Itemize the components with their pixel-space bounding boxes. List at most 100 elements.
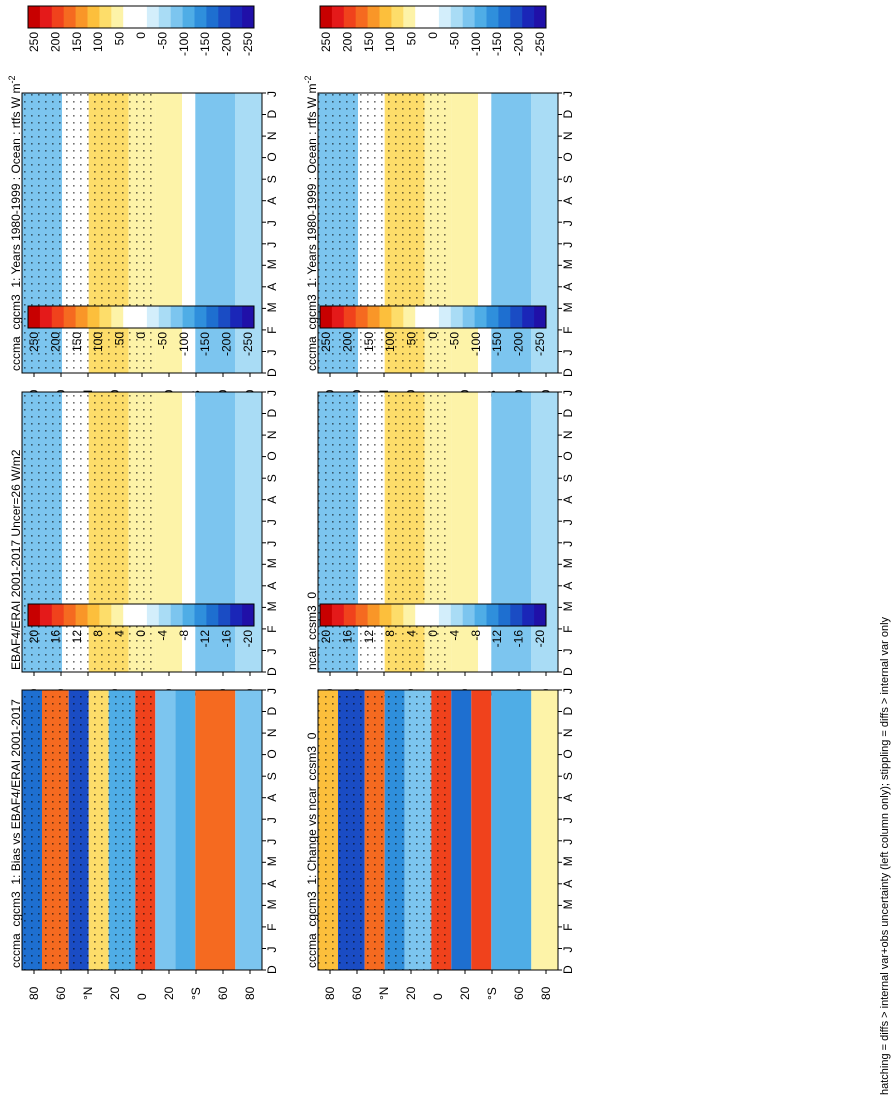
colorbar-swatch [99, 306, 112, 328]
month-label: J [265, 649, 279, 655]
month-label: D [561, 368, 575, 377]
lat-band [451, 93, 478, 373]
month-label: D [561, 965, 575, 974]
colorbar-swatch [123, 6, 136, 28]
month-label: A [561, 794, 575, 802]
colorbar-swatch [158, 6, 172, 28]
month-label: D [265, 110, 279, 119]
lat-band [531, 93, 558, 373]
colorbar-swatch [218, 604, 231, 626]
colorbar-frame [319, 603, 547, 627]
colorbar-frame [27, 5, 255, 29]
colorbar-label: 100 [383, 332, 397, 352]
colorbar-swatch [474, 604, 487, 626]
month-label: J [265, 350, 279, 356]
colorbar-label: 100 [383, 32, 397, 52]
colorbar-label: -4 [447, 630, 461, 641]
month-label: J [265, 91, 279, 97]
colorbar-label: 200 [48, 32, 62, 52]
month-label: J [561, 541, 575, 547]
colorbar-swatch [343, 306, 357, 328]
month-label: J [561, 688, 575, 694]
colorbar-swatch [498, 306, 511, 328]
month-label: J [265, 817, 279, 823]
colorbar-swatch [39, 604, 53, 626]
colorbar-swatch [486, 6, 499, 28]
colorbar-swatch [379, 6, 392, 28]
colorbar-swatch [343, 6, 357, 28]
lat-band [451, 392, 478, 672]
colorbar-swatch [450, 604, 464, 626]
month-label: N [561, 728, 575, 737]
colorbar-swatch [28, 306, 41, 328]
colorbar-label: 150 [362, 32, 376, 52]
colorbar-label: -150 [198, 332, 212, 356]
month-label: S [265, 474, 279, 482]
month-label: J [265, 519, 279, 525]
month-label: M [561, 259, 575, 269]
lat-label: 60 [54, 986, 68, 1000]
colorbar-label: 0 [426, 630, 440, 637]
lat-band [491, 690, 532, 970]
colorbar-swatch [87, 6, 100, 28]
colorbar-label: 200 [340, 32, 354, 52]
lat-band [195, 690, 236, 970]
lat-band [155, 392, 182, 672]
colorbar-swatch [474, 306, 487, 328]
colorbar-swatch [450, 6, 464, 28]
colorbar-swatch [182, 306, 195, 328]
colorbar-label: -250 [533, 332, 547, 356]
month-label: O [561, 152, 575, 161]
lat-label: 60 [350, 986, 364, 1000]
colorbar-swatch [135, 306, 148, 328]
colorbar-swatch [331, 306, 345, 328]
colorbar-swatch [331, 604, 345, 626]
panel-title: EBAF4/ERAI 2001-2017 Uncer=26 W/m2 [9, 449, 23, 670]
colorbar-label: 250 [319, 32, 333, 52]
colorbar-swatch [427, 306, 440, 328]
colorbar-swatch [522, 6, 535, 28]
colorbar-swatch [218, 306, 231, 328]
lat-band [451, 690, 472, 970]
lat-band [195, 392, 236, 672]
colorbar-swatch [135, 604, 148, 626]
colorbar-label: -200 [220, 32, 234, 56]
month-label: F [561, 924, 575, 931]
colorbar-swatch [111, 6, 124, 28]
colorbar-swatch [391, 604, 404, 626]
month-label: D [265, 368, 279, 377]
colorbar-swatch [427, 604, 440, 626]
colorbar-label: -150 [198, 32, 212, 56]
colorbar-swatch [123, 604, 136, 626]
stippling [318, 392, 450, 672]
month-label: O [265, 749, 279, 758]
panel-title: cccma_cgcm3_1: Years 1980-1999 : Ocean :… [7, 76, 23, 371]
colorbar-swatch [182, 604, 195, 626]
lat-label: 20 [108, 986, 122, 1000]
colorbar-label: -8 [469, 630, 483, 641]
colorbar-swatch [218, 6, 231, 28]
colorbar-label: 250 [319, 332, 333, 352]
colorbar-swatch [75, 6, 88, 28]
colorbar-swatch [146, 306, 160, 328]
colorbar-swatch [230, 306, 243, 328]
month-label: A [265, 582, 279, 590]
month-label: M [265, 302, 279, 312]
colorbar-swatch [534, 6, 547, 28]
colorbar-swatch [415, 604, 428, 626]
colorbar-swatch [170, 604, 184, 626]
colorbar-label: 150 [70, 32, 84, 52]
colorbar-swatch [367, 6, 380, 28]
colorbar-swatch [415, 6, 428, 28]
month-label: S [561, 772, 575, 780]
title-superscript: -2 [7, 76, 17, 84]
lat-band [235, 93, 262, 373]
month-label: S [561, 474, 575, 482]
colorbar-swatch [450, 306, 464, 328]
colorbar-swatch [123, 306, 136, 328]
colorbar-swatch [194, 604, 207, 626]
colorbar-frame [319, 5, 547, 29]
colorbar-label: -150 [490, 32, 504, 56]
